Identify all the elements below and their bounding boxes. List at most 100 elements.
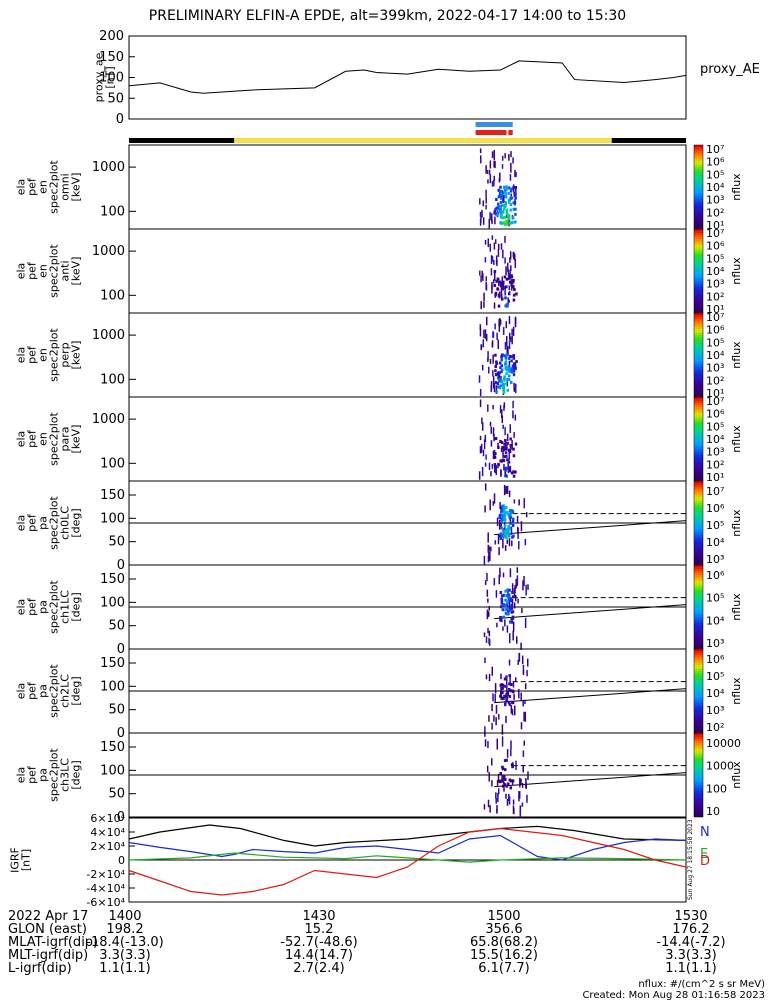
spec-pixel	[487, 351, 489, 361]
spec-pixel	[485, 189, 487, 199]
colorbar-band	[694, 249, 703, 251]
colorbar-band	[694, 553, 703, 555]
spec-pixel	[502, 387, 506, 391]
pa-pixel	[519, 777, 521, 788]
colorbar-band	[694, 223, 703, 225]
colorbar-band	[694, 185, 703, 187]
spec-pixel	[503, 354, 507, 358]
spec-pixel	[501, 210, 505, 214]
pa-pixel	[496, 517, 499, 526]
pa-pixel	[521, 782, 524, 788]
spec-pixel	[488, 462, 491, 470]
colorbar-tick-label: 10³	[706, 637, 724, 650]
pa-pixel	[509, 689, 513, 693]
colorbar-tick-label: 10⁴	[706, 536, 725, 549]
spec-pixel	[494, 437, 498, 441]
spec-pixel	[507, 186, 511, 190]
colorbar-band	[694, 615, 703, 617]
spec-pixel	[504, 382, 508, 386]
colorbar-band	[694, 795, 703, 797]
pa-pixel	[506, 588, 509, 592]
colorbar-band	[694, 485, 703, 487]
spec-pixel	[507, 378, 511, 382]
colorbar-band	[694, 623, 703, 625]
colorbar-tick-label: 10²	[706, 458, 724, 471]
spec-pixel	[489, 212, 491, 221]
pa-pixel	[484, 657, 486, 664]
colorbar-band	[694, 781, 703, 783]
pa-slope-line	[494, 604, 687, 620]
colorbar-band	[694, 383, 703, 385]
igrf-series-N	[128, 834, 687, 861]
colorbar-band	[694, 435, 703, 437]
colorbar-band	[694, 363, 703, 365]
colorbar-band	[694, 171, 703, 173]
pa-ylabel-label-5: [deg]	[70, 508, 83, 537]
pa-pixel	[509, 676, 511, 685]
spec-pixel	[504, 296, 507, 300]
spec-ylabel-label-5: [keV]	[70, 425, 83, 454]
pa-pixel	[495, 590, 498, 598]
colorbar-band	[694, 277, 703, 279]
igrf-ytick-label: -4×10⁴	[86, 882, 125, 895]
colorbar-band	[694, 313, 703, 315]
spec-pixel	[500, 353, 504, 357]
spec-pixel	[479, 388, 482, 397]
pa-pixel	[502, 603, 506, 607]
colorbar-band	[694, 467, 703, 469]
spec-pixel	[505, 208, 509, 212]
colorbar-band	[694, 273, 703, 275]
pa-pixel	[492, 693, 494, 702]
colorbar-tick-label: 10³	[706, 362, 724, 375]
pa-ytick-label: 50	[108, 703, 125, 718]
pa-pixel	[484, 483, 487, 491]
spec-pixel	[483, 301, 485, 308]
pa-pixel	[489, 551, 491, 562]
colorbar-band	[694, 413, 703, 415]
pa-pixel	[485, 636, 488, 643]
pa-pixel	[522, 670, 525, 676]
pa-pixel	[521, 655, 524, 664]
spec-pixel	[512, 252, 515, 257]
pa-pixel	[500, 686, 503, 690]
colorbar-band	[694, 247, 703, 249]
spec-pixel	[507, 217, 510, 221]
pa-pixel	[508, 633, 511, 644]
pa-pixel	[505, 697, 509, 701]
spec-pixel	[500, 194, 504, 198]
colorbar-band	[694, 181, 703, 183]
spec-pixel	[510, 380, 513, 384]
spec-pixel	[509, 444, 512, 454]
pa-pixel	[517, 659, 519, 665]
spec-pixel	[500, 286, 503, 294]
pa-pixel	[512, 805, 515, 814]
spec-pixel	[493, 149, 496, 160]
colorbar-band	[694, 245, 703, 247]
ae-ytick-label: 200	[99, 29, 124, 44]
pa-pixel	[504, 505, 508, 509]
colorbar-band	[694, 785, 703, 787]
colorbar-band	[694, 751, 703, 753]
spec-pixel	[514, 414, 517, 421]
pa-ytick-label: 0	[117, 558, 125, 573]
colorbar-band	[694, 815, 703, 817]
pa-pixel	[504, 604, 508, 608]
spec-pixel	[504, 427, 506, 436]
colorbar-band	[694, 361, 703, 363]
pa-pixel	[503, 516, 506, 520]
pa-pixel	[507, 609, 511, 613]
pa-pixel	[503, 515, 507, 519]
colorbar-band	[694, 419, 703, 421]
colorbar-band	[694, 727, 703, 729]
spec-pixel	[498, 386, 501, 390]
colorbar-band	[694, 547, 703, 549]
spec-pixel	[504, 468, 508, 472]
colorbar-band	[694, 743, 703, 745]
colorbar-band	[694, 239, 703, 241]
pa-pixel	[491, 758, 493, 766]
pa-pixel	[521, 607, 523, 613]
colorbar-band	[694, 705, 703, 707]
pa-pixel	[515, 578, 517, 589]
pa-pixel	[514, 705, 516, 716]
spec-pixel	[508, 154, 510, 161]
